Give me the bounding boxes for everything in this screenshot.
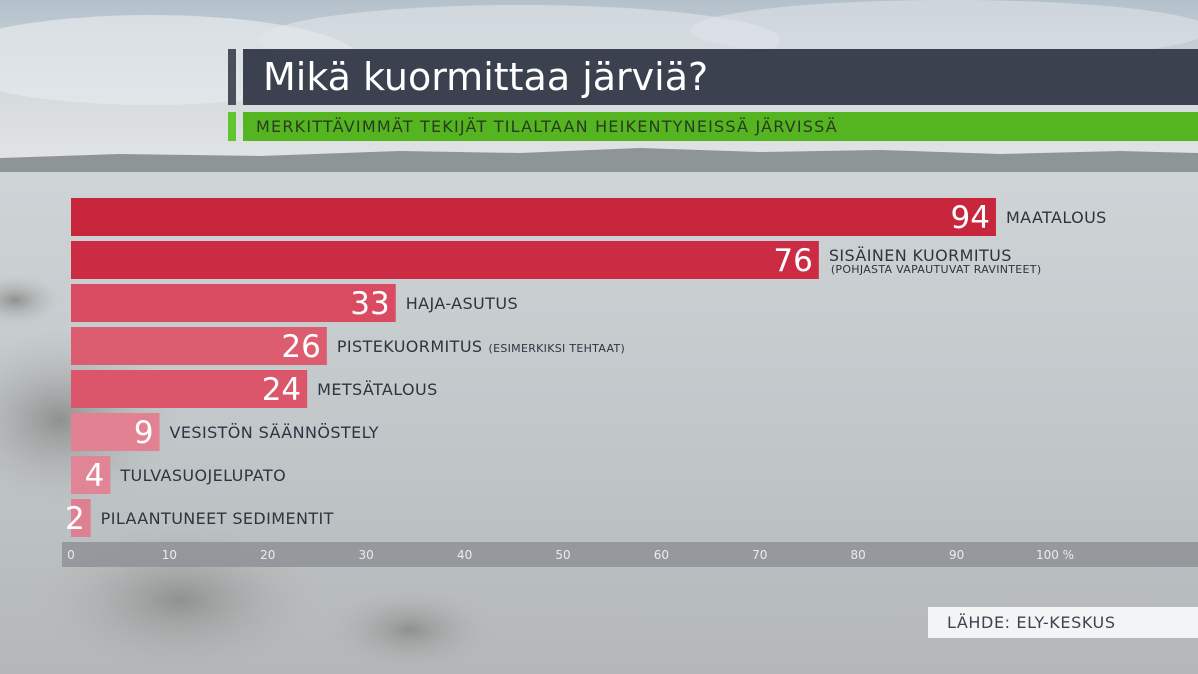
x-tick-label: 70 [752, 548, 767, 562]
x-tick-label: 20 [260, 548, 275, 562]
bar [71, 198, 996, 236]
category-label: HAJA-ASUTUS [406, 294, 518, 313]
chart-subtitle: MERKITTÄVIMMÄT TEKIJÄT TILALTAAN HEIKENT… [243, 112, 1198, 141]
x-tick-label: 60 [654, 548, 669, 562]
x-tick-label: 90 [949, 548, 964, 562]
x-tick-label: 0 [67, 548, 75, 562]
bar-value-label: 94 [951, 200, 990, 236]
category-label: PISTEKUORMITUS [337, 337, 483, 356]
bar-value-label: 33 [350, 286, 389, 322]
category-label: TULVASUOJELUPATO [119, 466, 286, 485]
x-tick-label: 40 [457, 548, 472, 562]
bar [71, 499, 91, 537]
bar [71, 456, 111, 494]
bar-value-label: 76 [773, 243, 812, 279]
chart-title: Mikä kuormittaa järviä? [243, 49, 1198, 105]
category-label: VESISTÖN SÄÄNNÖSTELY [170, 423, 379, 442]
bar [71, 413, 160, 451]
bar-value-label: 26 [281, 329, 320, 365]
subtitle-accent-stripe [228, 112, 236, 141]
source-label: LÄHDE: ELY-KESKUS [928, 607, 1198, 638]
bar [71, 370, 308, 408]
bar-value-label: 9 [134, 415, 154, 451]
bar-group: 94 MAATALOUS 76 SISÄINEN KUORMITUS(POHJASTA… [65, 198, 1107, 537]
bar-value-label: 2 [65, 501, 85, 537]
x-tick-label: 100 % [1036, 548, 1074, 562]
category-note: (ESIMERKIKSI TEHTAAT) [488, 342, 625, 355]
x-tick-label: 30 [359, 548, 374, 562]
category-label: SISÄINEN KUORMITUS [829, 246, 1012, 265]
category-label: METSÄTALOUS [317, 380, 438, 399]
treeline [0, 148, 1198, 176]
shore-rock [320, 585, 500, 674]
bar [71, 327, 327, 365]
category-note: (POHJASTA VAPAUTUVAT RAVINTEET) [831, 263, 1042, 276]
bar-value-label: 24 [262, 372, 301, 408]
x-axis-band [62, 542, 1198, 567]
bar [71, 284, 396, 322]
bar [71, 241, 819, 279]
category-label: PILAANTUNEET SEDIMENTIT [101, 509, 334, 528]
cloud [690, 0, 1198, 60]
x-tick-label: 10 [162, 548, 177, 562]
title-accent-stripe [228, 49, 236, 105]
x-tick-label: 50 [555, 548, 570, 562]
x-axis-ticks: 0 10 20 30 40 50 60 70 80 90 100 % [67, 548, 1074, 562]
shore-rock [0, 275, 60, 325]
x-tick-label: 80 [851, 548, 866, 562]
category-label: MAATALOUS [1006, 208, 1107, 227]
bar-value-label: 4 [85, 458, 105, 494]
